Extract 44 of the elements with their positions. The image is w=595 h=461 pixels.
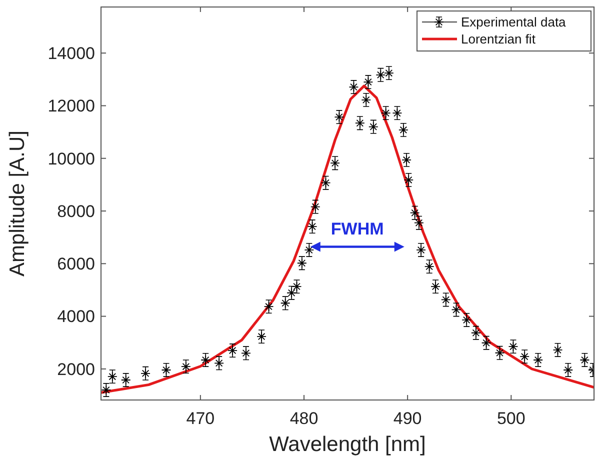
point [416, 245, 426, 255]
x-tick-label: 470 [186, 409, 215, 428]
point [334, 112, 344, 122]
point [361, 94, 372, 105]
point [470, 328, 481, 338]
point [330, 158, 340, 168]
legend-label: Experimental data [461, 14, 567, 30]
point [380, 108, 391, 118]
point [424, 262, 434, 272]
x-tick-label: 490 [393, 409, 422, 428]
point [107, 372, 118, 382]
point [354, 118, 365, 128]
point [404, 174, 414, 185]
legend-label: Lorentzian fit [461, 32, 536, 47]
point [120, 375, 131, 385]
y-tick-label: 8000 [57, 202, 95, 221]
point [520, 352, 530, 362]
y-tick-label: 4000 [57, 307, 95, 326]
y-tick-label: 12000 [48, 96, 95, 116]
y-tick-label: 6000 [57, 254, 95, 274]
point [410, 208, 420, 218]
point [392, 108, 402, 118]
y-tick-label: 10000 [48, 149, 95, 168]
x-axis-title: Wavelength [nm] [269, 433, 426, 456]
x-tick-label: 480 [290, 409, 318, 428]
line-series [101, 84, 594, 394]
point [533, 355, 544, 365]
point [241, 348, 251, 358]
point [580, 355, 590, 365]
x-tick-label: 500 [496, 409, 526, 428]
y-tick-label: 2000 [57, 360, 95, 379]
point [494, 348, 505, 358]
point [214, 358, 224, 368]
y-axis-title: Amplitude [A.U] [6, 130, 29, 276]
point [304, 245, 314, 255]
annotation: FWHM [330, 220, 384, 239]
point [430, 282, 440, 292]
point [462, 315, 472, 325]
point [200, 355, 211, 365]
point [440, 294, 451, 305]
point [402, 154, 412, 165]
y-tick-label: 14000 [48, 44, 95, 64]
point [256, 332, 266, 342]
point [307, 222, 318, 232]
